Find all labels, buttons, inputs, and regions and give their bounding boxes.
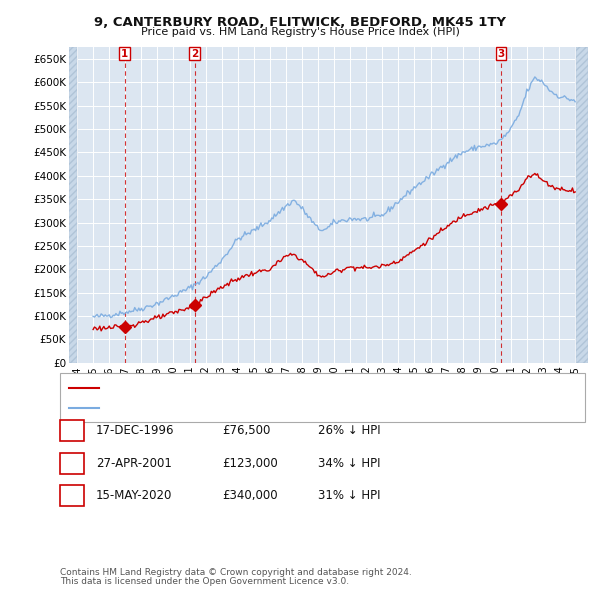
Text: This data is licensed under the Open Government Licence v3.0.: This data is licensed under the Open Gov… (60, 577, 349, 586)
Text: 2: 2 (68, 458, 76, 468)
Text: 9, CANTERBURY ROAD, FLITWICK, BEDFORD, MK45 1TY (detached house): 9, CANTERBURY ROAD, FLITWICK, BEDFORD, M… (105, 383, 487, 393)
Bar (69, 47, 77, 363)
Text: £123,000: £123,000 (222, 457, 278, 470)
Text: 15-MAY-2020: 15-MAY-2020 (96, 489, 172, 502)
Text: 34% ↓ HPI: 34% ↓ HPI (318, 457, 380, 470)
Text: 1: 1 (68, 426, 76, 435)
Text: Price paid vs. HM Land Registry's House Price Index (HPI): Price paid vs. HM Land Registry's House … (140, 28, 460, 37)
Text: 3: 3 (68, 491, 76, 500)
Text: £76,500: £76,500 (222, 424, 271, 437)
Text: HPI: Average price, detached house, Central Bedfordshire: HPI: Average price, detached house, Cent… (105, 404, 406, 414)
Text: £340,000: £340,000 (222, 489, 278, 502)
Text: 31% ↓ HPI: 31% ↓ HPI (318, 489, 380, 502)
Text: 1: 1 (121, 49, 128, 59)
Text: 2: 2 (191, 49, 198, 59)
Text: 17-DEC-1996: 17-DEC-1996 (96, 424, 175, 437)
Text: Contains HM Land Registry data © Crown copyright and database right 2024.: Contains HM Land Registry data © Crown c… (60, 568, 412, 577)
Text: 3: 3 (497, 49, 505, 59)
Text: 9, CANTERBURY ROAD, FLITWICK, BEDFORD, MK45 1TY: 9, CANTERBURY ROAD, FLITWICK, BEDFORD, M… (94, 16, 506, 29)
Text: 26% ↓ HPI: 26% ↓ HPI (318, 424, 380, 437)
Text: 27-APR-2001: 27-APR-2001 (96, 457, 172, 470)
Bar (577, 47, 588, 363)
